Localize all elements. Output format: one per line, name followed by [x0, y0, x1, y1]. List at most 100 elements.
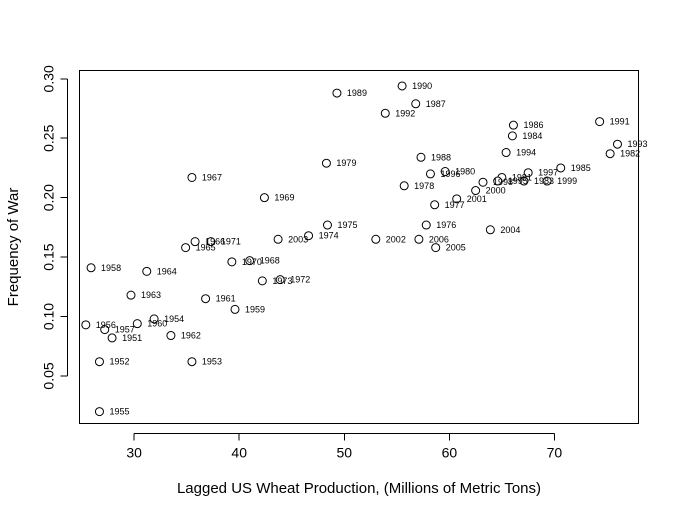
- data-point: [126, 290, 136, 300]
- y-tick-label: 0.10: [41, 303, 57, 330]
- data-point: [275, 275, 285, 285]
- data-point: [416, 152, 426, 162]
- data-point: [478, 177, 488, 187]
- data-point: [321, 158, 331, 168]
- data-point-label: 1994: [516, 148, 536, 158]
- data-point-label: 2005: [446, 243, 466, 253]
- data-point: [181, 243, 191, 253]
- data-point: [380, 108, 390, 118]
- data-point: [304, 231, 314, 241]
- x-axis: 30 40 50 60 70: [126, 433, 563, 461]
- data-point-label: 1986: [523, 120, 543, 130]
- data-point-label: 2002: [386, 234, 406, 244]
- y-tick-label: 0.15: [41, 243, 57, 270]
- data-point-label: 1977: [445, 200, 465, 210]
- plot-frame: [79, 70, 639, 424]
- data-point: [523, 168, 533, 178]
- data-point: [485, 225, 495, 235]
- data-point-label: 1962: [181, 331, 201, 341]
- data-point: [227, 257, 237, 267]
- data-point: [190, 237, 200, 247]
- data-point: [425, 169, 435, 179]
- data-point: [556, 163, 566, 173]
- data-point: [187, 357, 197, 367]
- data-point: [100, 325, 110, 335]
- data-point: [399, 181, 409, 191]
- y-axis-title: Frequency of War: [5, 188, 22, 307]
- data-point-label: 1970: [242, 257, 262, 267]
- points-layer: [81, 81, 622, 417]
- data-point: [94, 357, 104, 367]
- data-point: [471, 186, 481, 196]
- data-point-label: 1979: [336, 158, 356, 168]
- data-point-label: 1987: [426, 99, 446, 109]
- data-point: [411, 99, 421, 109]
- data-point: [245, 256, 255, 266]
- data-point: [107, 333, 117, 343]
- data-point: [273, 234, 283, 244]
- x-tick-label: 50: [337, 445, 353, 461]
- x-tick-label: 30: [126, 445, 142, 461]
- y-tick-label: 0.25: [41, 124, 57, 151]
- data-point-label: 1972: [290, 275, 310, 285]
- data-point-label: 1985: [571, 163, 591, 173]
- data-point-label: 1999: [557, 176, 577, 186]
- data-point-label: 1980: [455, 167, 475, 177]
- data-point-label: 1991: [610, 117, 630, 127]
- data-point: [132, 319, 142, 329]
- data-point: [322, 220, 332, 230]
- data-point-label: 2000: [486, 186, 506, 196]
- data-point-label: 1984: [522, 131, 542, 141]
- data-point-label: 1954: [164, 314, 184, 324]
- data-point: [507, 131, 517, 141]
- data-point: [605, 149, 615, 159]
- y-tick-label: 0.20: [41, 184, 57, 211]
- data-point: [201, 294, 211, 304]
- data-point-label: 1988: [431, 152, 451, 162]
- data-point-label: 1952: [109, 357, 129, 367]
- data-point-label: 1989: [347, 88, 367, 98]
- data-point-label: 1964: [157, 266, 177, 276]
- data-point-label: 1960: [147, 319, 167, 329]
- data-point-label: 1961: [216, 294, 236, 304]
- data-point-label: 1966: [205, 237, 225, 247]
- data-point: [187, 172, 197, 182]
- data-point: [230, 304, 240, 314]
- data-point-label: 1957: [115, 325, 135, 335]
- data-point: [371, 234, 381, 244]
- data-point-label: 1959: [245, 304, 265, 314]
- data-point: [397, 81, 407, 91]
- data-point-label: 1973: [272, 276, 292, 286]
- data-point-label: 1955: [109, 407, 129, 417]
- data-point: [612, 139, 622, 149]
- data-point: [414, 234, 424, 244]
- y-tick-label: 0.05: [41, 362, 57, 389]
- data-point-label: 1958: [101, 263, 121, 273]
- x-axis-title: Lagged US Wheat Production, (Millions of…: [177, 480, 541, 497]
- data-point-label: 1983: [534, 176, 554, 186]
- data-point-label: 1976: [436, 220, 456, 230]
- data-point-label: 1978: [414, 181, 434, 191]
- x-tick-label: 70: [547, 445, 563, 461]
- data-point-label: 1995: [508, 176, 528, 186]
- data-point: [259, 193, 269, 203]
- data-point-label: 1951: [122, 333, 142, 343]
- data-point-label: 1965: [196, 243, 216, 253]
- data-point-label: 1990: [412, 81, 432, 91]
- data-point: [431, 243, 441, 253]
- data-point: [430, 200, 440, 210]
- data-point: [501, 148, 511, 158]
- data-point-label: 1963: [141, 290, 161, 300]
- y-axis: 0.05 0.10 0.15 0.20 0.25 0.30: [41, 65, 68, 390]
- data-point: [542, 176, 552, 186]
- data-point: [206, 237, 216, 247]
- data-point-label: 1971: [221, 237, 241, 247]
- data-point: [166, 331, 176, 341]
- data-point-label: 2001: [467, 194, 487, 204]
- data-point: [452, 194, 462, 204]
- data-point: [81, 320, 91, 330]
- data-point: [440, 167, 450, 177]
- data-point-label: 1967: [202, 172, 222, 182]
